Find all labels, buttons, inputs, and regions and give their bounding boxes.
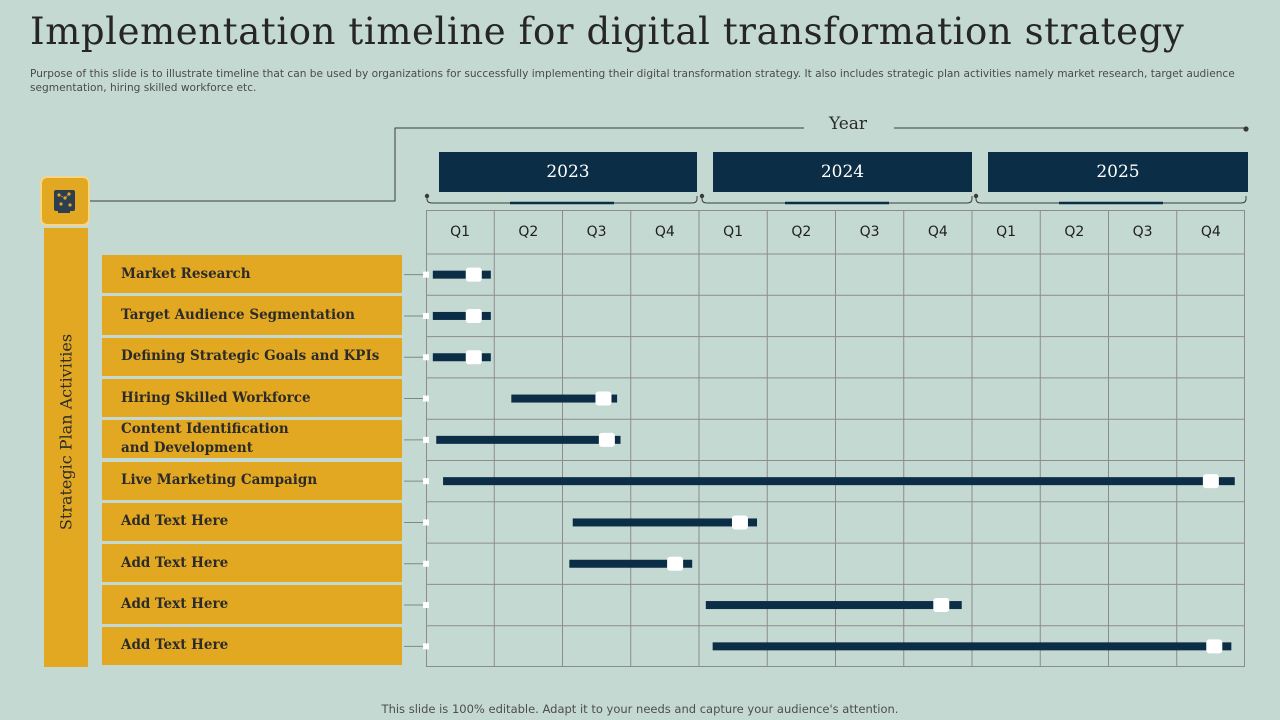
- activity-label: Live Marketing Campaign: [102, 461, 402, 500]
- page-title: Implementation timeline for digital tran…: [30, 10, 1185, 53]
- quarter-label: Q3: [1132, 224, 1153, 240]
- year-bracket: [975, 196, 1247, 204]
- activity-label: Add Text Here: [102, 626, 402, 665]
- activity-label: Add Text Here: [102, 502, 402, 542]
- page-subtitle: Purpose of this slide is to illustrate t…: [30, 68, 1235, 94]
- quarter-label: Q3: [859, 224, 880, 240]
- activity-label: Market Research: [102, 255, 402, 294]
- year-2025: 2025: [988, 152, 1248, 192]
- sidebar-label: Strategic Plan Activities: [56, 333, 76, 531]
- quarter-label: Q1: [996, 224, 1017, 240]
- year-bracket: [701, 196, 973, 204]
- timeline-grid: [426, 210, 1245, 667]
- quarter-label: Q2: [791, 224, 812, 240]
- year-2023: 2023: [439, 152, 697, 192]
- quarter-label: Q4: [654, 224, 675, 240]
- strategy-icon-box: [40, 176, 90, 226]
- quarter-label: Q1: [723, 224, 744, 240]
- year-bracket-dot: [424, 193, 430, 199]
- quarter-label: Q1: [450, 224, 471, 240]
- year-bracket-dot: [699, 193, 705, 199]
- year-bracket: [426, 196, 698, 204]
- year-bracket-dot: [973, 193, 979, 199]
- year-brackets: [424, 193, 1247, 205]
- activity-label: Defining Strategic Goals and KPIs: [102, 337, 402, 376]
- quarter-label: Q2: [1064, 224, 1085, 240]
- sidebar-bar: [44, 228, 88, 667]
- quarter-label: Q3: [586, 224, 607, 240]
- footer-note: This slide is 100% editable. Adapt it to…: [381, 702, 899, 716]
- year-header: Year: [828, 114, 868, 134]
- strategy-plan-icon: [54, 190, 75, 213]
- year-2024: 2024: [713, 152, 972, 192]
- activity-label: Target Audience Segmentation: [102, 296, 402, 335]
- activity-label: Content Identification and Development: [102, 420, 402, 459]
- quarter-label: Q4: [1200, 224, 1221, 240]
- activity-label: Hiring Skilled Workforce: [102, 378, 402, 418]
- year-connector-dot: [1243, 126, 1249, 132]
- activity-label: Add Text Here: [102, 585, 402, 624]
- quarter-label: Q4: [927, 224, 948, 240]
- activity-label: Add Text Here: [102, 544, 402, 583]
- quarter-label: Q2: [518, 224, 539, 240]
